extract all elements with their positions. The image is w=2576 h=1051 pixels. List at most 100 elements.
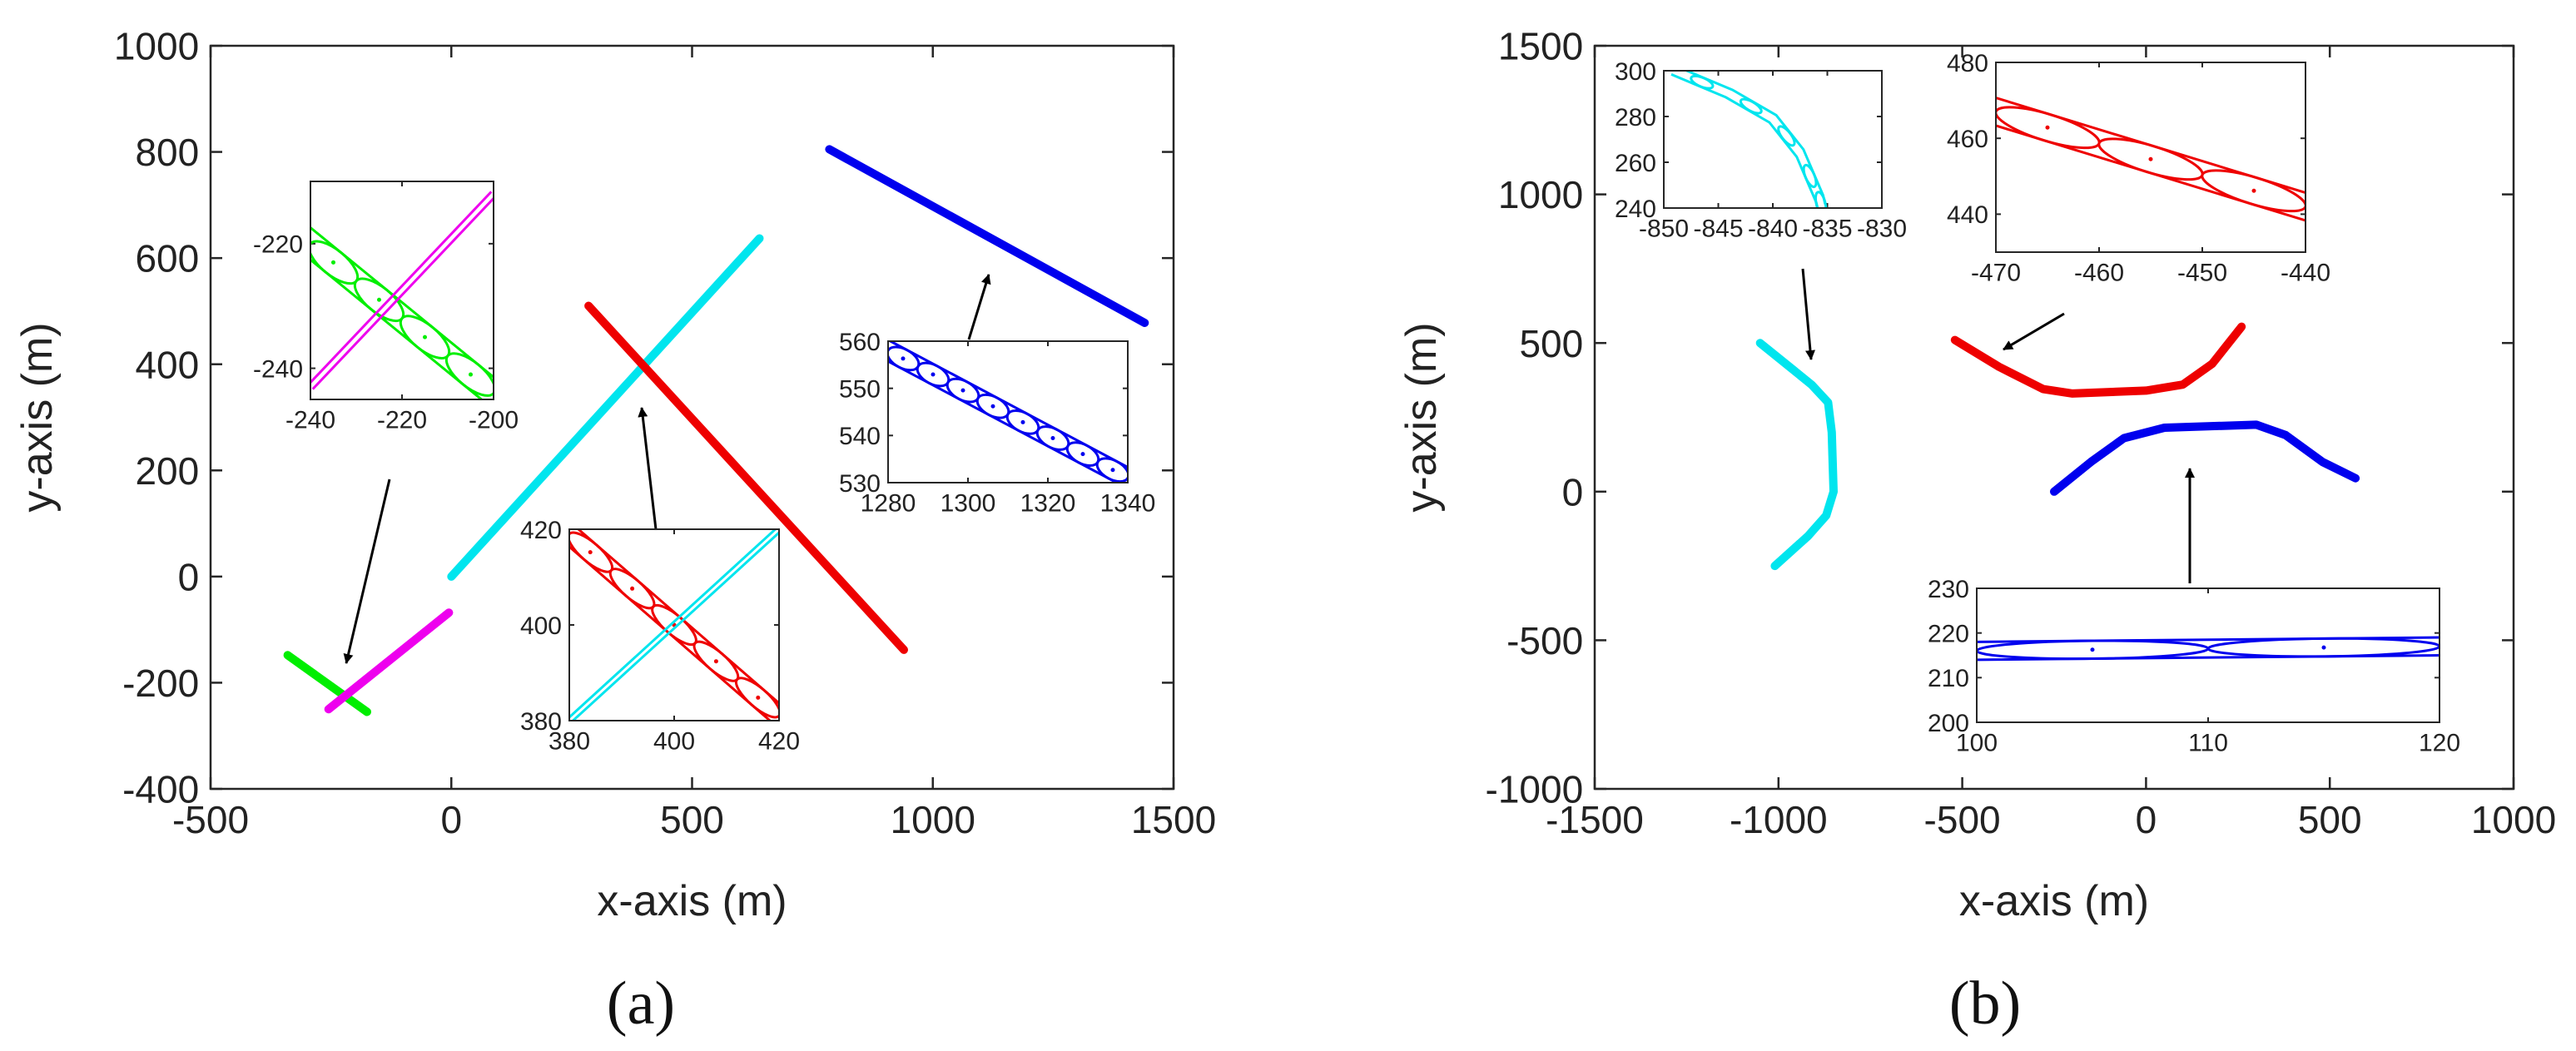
panel-a-inset-xtick-label: 1340 [1100,490,1156,518]
panel-b-inset-ytick-label: 210 [1928,665,1969,692]
panel-b-inset-xtick-label: 110 [2188,730,2228,757]
panel-b-ytick-label: 0 [1562,470,1584,513]
panel-b-inset-center-dot [2252,189,2256,193]
panel-b-inset-xtick-label: -470 [1971,260,2021,287]
panel-b-trajectory-blue [2054,424,2355,491]
panel-b-trajectory-cyan [1760,343,1834,566]
panel-b-inset-cyan: -850 -845 -840 -835 -830 240 260 280 300 [1615,58,1907,243]
panel-b-inset-center-dot [2046,126,2050,130]
panel-a-inset-center-dot [756,696,760,700]
panel-b-ylabel: y-axis (m) [1397,322,1446,512]
panel-b-ytick-label: 1000 [1498,173,1583,216]
panel-b-inset-ytick-label: 480 [1947,50,1988,77]
panel-a-inset-xtick-label: 400 [653,728,695,756]
panel-a-inset-ytick-label: 560 [839,329,881,356]
panel-b-inset-arrow [2003,314,2064,350]
panel-a-inset-center-dot [1111,468,1115,472]
panel-a-inset-axes-frame [310,181,494,399]
panel-a-xtick-label: 0 [440,798,462,841]
panel-a-inset-xtick-label: -220 [377,407,427,434]
panel-a-inset-center-dot [991,404,995,409]
panel-a-ytick-label: -400 [122,768,199,811]
panel-a-inset-center-dot [714,659,718,663]
panel-a-inset-center-dot [423,335,427,340]
panel-b-inset-ytick-label: 220 [1928,620,1969,647]
panel-a-ytick-label: 400 [135,343,199,386]
panel-b-inset-red: -470 -460 -450 -440 440 460 480 [1947,50,2341,287]
panel-b-inset-axes-frame [1664,71,1882,208]
panel-b-ytick-label: 1500 [1498,25,1583,68]
panel-a-ytick-label: 600 [135,237,199,280]
panel-a-xtick-label: 1000 [891,798,975,841]
panel-a-inset-ytick-label: 530 [839,470,881,498]
panel-a-inset-ytick-label: -240 [253,355,303,383]
panel-a-xtick-label: 500 [660,798,724,841]
panel-b-inset-ytick-label: 240 [1615,196,1656,223]
panel-a-inset-xtick-label: 420 [758,728,800,756]
panel-b-inset-ytick-label: 280 [1615,104,1656,131]
panel-b-inset-blue: 100 110 120200210220230 [1928,576,2473,757]
panel-a-inset-xtick-label: 1300 [941,490,996,518]
panel-a-ytick-label: 200 [135,449,199,493]
panel-b-trajectory-red [1955,327,2241,394]
panel-b-ytick-label: 500 [1519,322,1583,365]
panel-b-inset-ytick-label: 230 [1928,576,1969,603]
panel-b-inset-xtick-label: -840 [1748,216,1798,243]
panel-a-inset-center-dot [1051,436,1055,440]
panel-a-inset-ytick-label: 540 [839,423,881,450]
panel-b-inset-xtick-label: -460 [2074,260,2124,287]
panel-b-xtick-label: -1000 [1730,798,1828,841]
panel-b-xtick-label: 1000 [2471,798,2556,841]
panel-a-trajectory-blue [829,149,1144,323]
panel-a-inset-arrow [642,408,656,529]
panel-a-ytick-label: 1000 [114,25,199,68]
panel-a-inset-blue: 1280 1300 1320 1340 530 540 550 560 [839,327,1162,518]
panel-a-inset-center-dot [469,373,473,377]
panel-a-inset-center-dot [931,373,936,377]
panel-a-inset-center-dot [1021,420,1025,424]
panel-a-inset-center-dot [377,298,381,302]
panel-a-inset-center-dot [630,587,634,591]
panel-b-inset-xtick-label: -835 [1802,216,1852,243]
panel-b-inset-ytick-label: 440 [1947,201,1988,229]
panel-b-xtick-label: 0 [2136,798,2157,841]
panel-a-inset-xtick-label: -240 [285,407,335,434]
panel-a-chart: -500 0 500 1000 1500 -400 -200 0 200 400 600 800 100… [13,25,1216,925]
panel-b-inset-center-dot [2149,157,2153,161]
panel-a-inset-center-dot [1081,452,1085,456]
panel-b-inset-ytick-label: 260 [1615,150,1656,177]
panel-a-inset-center-dot [901,356,906,360]
panel-b-xlabel: x-axis (m) [1959,877,2149,925]
panel-b-inset-xtick-label: -830 [1857,216,1907,243]
panel-b-inset-xtick-label: -440 [2281,260,2330,287]
panel-a-ytick-label: 0 [178,555,200,598]
panel-a-inset-ytick-label: -220 [253,231,303,259]
panel-b-inset-ytick-label: 300 [1615,58,1656,86]
panel-b-inset-center-dot [2322,646,2326,650]
panel-b-inset-ytick-label: 200 [1928,710,1969,737]
panel-a-inset-ytick-label: 420 [520,517,562,544]
panel-a-inset-center-dot [961,389,965,393]
panel-a-inset-center-dot [331,260,335,265]
panel-b-ytick-label: -500 [1506,619,1583,662]
panel-a-inset-ytick-label: 400 [520,612,562,640]
panel-a-caption: (a) [607,969,675,1038]
panel-a-inset-arrow [346,479,390,663]
panel-b-inset-xtick-label: 120 [2419,730,2460,757]
panel-a-xlabel: x-axis (m) [597,877,787,925]
panel-a-ytick-label: 800 [135,131,199,174]
panel-b-inset-xtick-label: -450 [2177,260,2227,287]
panel-a-inset-arrow [969,275,989,340]
panel-a-inset-center-dot [588,550,593,554]
panel-b-xtick-label: 500 [2298,798,2362,841]
panel-b-ytick-label: -1000 [1486,768,1584,811]
panel-b-xtick-label: -500 [1924,798,2001,841]
panel-a-inset-ytick-label: 550 [839,375,881,403]
figure: -500 0 500 1000 1500-400-2000200400600800100… [0,0,2576,1051]
panel-a-inset-ytick-label: 380 [520,708,562,736]
panel-b-inset-ytick-label: 460 [1947,126,1988,153]
panel-a-inset-red-cyan: 380 400 420 380 400 420 [520,505,811,756]
panel-a-ylabel: y-axis (m) [13,322,62,512]
panel-b-inset-xtick-label: -845 [1693,216,1743,243]
panel-a-inset-green-magenta: -240 -220 -200 -240 -220 [253,181,527,434]
